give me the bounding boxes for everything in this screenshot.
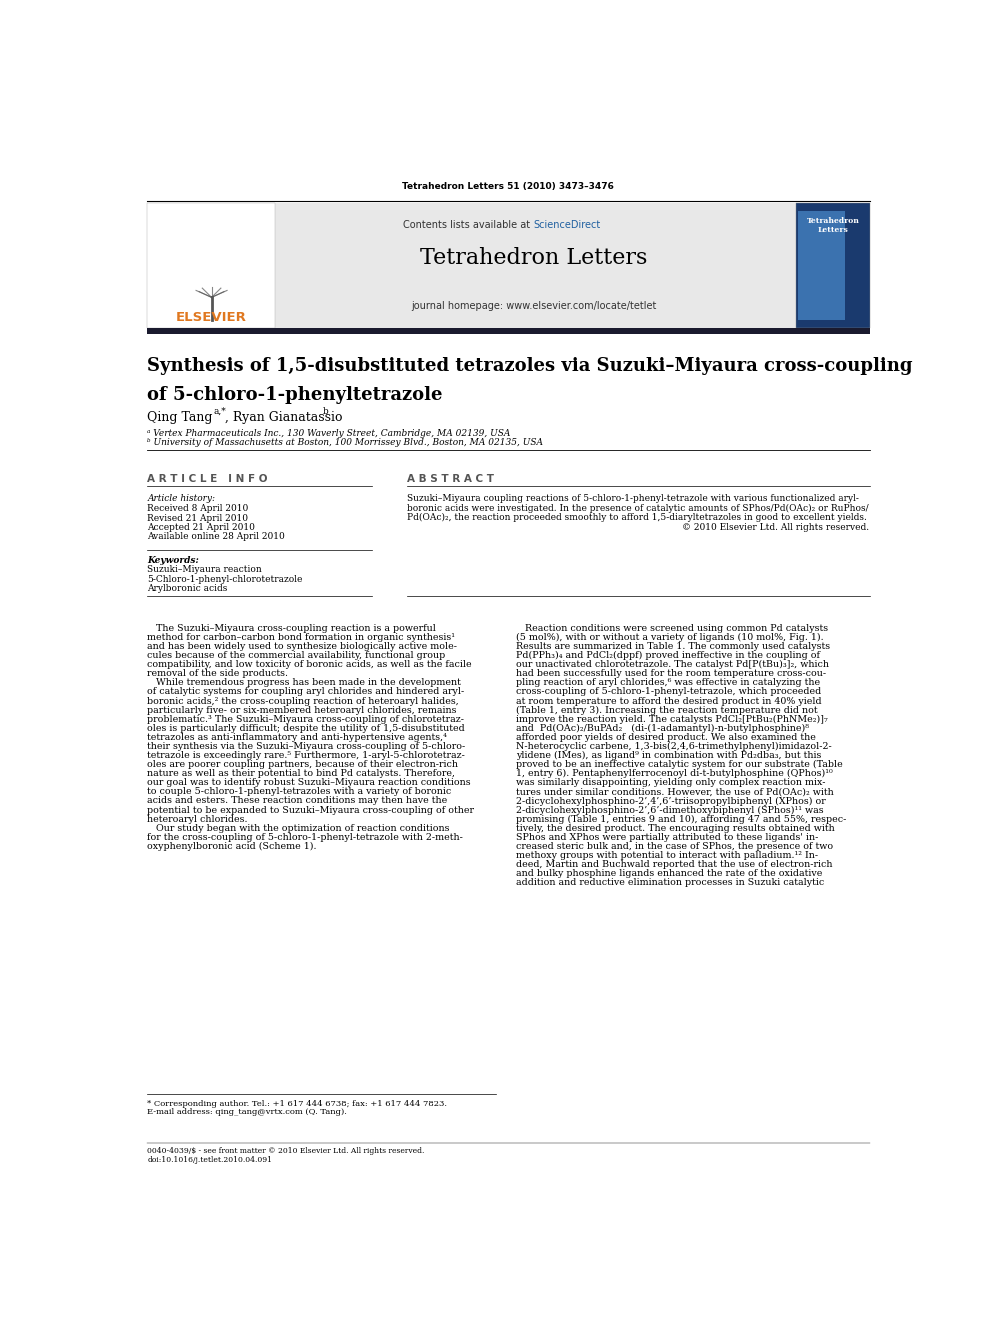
Text: problematic.³ The Suzuki–Miyaura cross-coupling of chlorotetraz-: problematic.³ The Suzuki–Miyaura cross-c… [147,714,464,724]
Text: Arylboronic acids: Arylboronic acids [147,583,227,593]
Text: removal of the side products.: removal of the side products. [147,669,289,679]
Text: tetrazoles as anti-inflammatory and anti-hypertensive agents,⁴: tetrazoles as anti-inflammatory and anti… [147,733,447,742]
Text: doi:10.1016/j.tetlet.2010.04.091: doi:10.1016/j.tetlet.2010.04.091 [147,1156,272,1164]
Text: pling reaction of aryl chlorides,⁶ was effective in catalyzing the: pling reaction of aryl chlorides,⁶ was e… [516,679,820,688]
Text: journal homepage: www.elsevier.com/locate/tetlet: journal homepage: www.elsevier.com/locat… [411,302,657,311]
Bar [147,328,870,335]
Text: 2-dicyclohexylphosphino-2’,4’,6’-triisopropylbiphenyl (XPhos) or: 2-dicyclohexylphosphino-2’,4’,6’-triisop… [516,796,826,806]
Text: Synthesis of 1,5-disubstituted tetrazoles via Suzuki–Miyaura cross-coupling: Synthesis of 1,5-disubstituted tetrazole… [147,357,913,376]
Text: ylidene (IMes), as ligand⁹ in combination with Pd₂dba₃, but this: ylidene (IMes), as ligand⁹ in combinatio… [516,751,821,761]
Text: heteroaryl chlorides.: heteroaryl chlorides. [147,815,248,824]
Text: Tetrahedron
Letters: Tetrahedron Letters [806,217,859,234]
Bar [799,212,845,320]
Text: promising (Table 1, entries 9 and 10), affording 47 and 55%, respec-: promising (Table 1, entries 9 and 10), a… [516,815,846,824]
Text: afforded poor yields of desired product. We also examined the: afforded poor yields of desired product.… [516,733,816,742]
Text: SPhos and XPhos were partially attributed to these ligands' in-: SPhos and XPhos were partially attribute… [516,832,818,841]
Text: A B S T R A C T: A B S T R A C T [407,475,494,484]
Text: Qing Tang: Qing Tang [147,411,212,425]
Text: of catalytic systems for coupling aryl chlorides and hindered aryl-: of catalytic systems for coupling aryl c… [147,688,464,696]
Bar [147,204,275,328]
Text: Results are summarized in Table 1. The commonly used catalysts: Results are summarized in Table 1. The c… [516,642,830,651]
Text: ScienceDirect: ScienceDirect [534,221,601,230]
Text: cross-coupling of 5-chloro-1-phenyl-tetrazole, which proceeded: cross-coupling of 5-chloro-1-phenyl-tetr… [516,688,821,696]
Bar [796,204,870,328]
Text: oles are poorer coupling partners, because of their electron-rich: oles are poorer coupling partners, becau… [147,761,458,769]
Text: 5-Chloro-1-phenyl-chlorotetrazole: 5-Chloro-1-phenyl-chlorotetrazole [147,574,303,583]
Text: (5 mol%), with or without a variety of ligands (10 mol%, Fig. 1).: (5 mol%), with or without a variety of l… [516,632,823,642]
Text: Keywords:: Keywords: [147,556,199,565]
Text: methoxy groups with potential to interact with palladium.¹² In-: methoxy groups with potential to interac… [516,851,818,860]
Text: Tetrahedron Letters: Tetrahedron Letters [420,247,647,270]
Text: A R T I C L E   I N F O: A R T I C L E I N F O [147,475,268,484]
Text: Accepted 21 April 2010: Accepted 21 April 2010 [147,523,255,532]
Text: boronic acids,² the cross-coupling reaction of heteroaryl halides,: boronic acids,² the cross-coupling react… [147,696,459,705]
Text: boronic acids were investigated. In the presence of catalytic amounts of SPhos/P: boronic acids were investigated. In the … [407,504,869,513]
Bar [147,204,870,328]
Text: Revised 21 April 2010: Revised 21 April 2010 [147,513,248,523]
Text: tures under similar conditions. However, the use of Pd(OAc)₂ with: tures under similar conditions. However,… [516,787,834,796]
Text: method for carbon–carbon bond formation in organic synthesis¹: method for carbon–carbon bond formation … [147,632,455,642]
Text: to couple 5-chloro-1-phenyl-tetrazoles with a variety of boronic: to couple 5-chloro-1-phenyl-tetrazoles w… [147,787,451,796]
Text: Contents lists available at: Contents lists available at [404,221,534,230]
Text: nature as well as their potential to bind Pd catalysts. Therefore,: nature as well as their potential to bin… [147,769,455,778]
Text: acids and esters. These reaction conditions may then have the: acids and esters. These reaction conditi… [147,796,447,806]
Text: for the cross-coupling of 5-chloro-1-phenyl-tetrazole with 2-meth-: for the cross-coupling of 5-chloro-1-phe… [147,832,463,841]
Text: ᵇ University of Massachusetts at Boston, 100 Morrissey Blvd., Boston, MA 02135, : ᵇ University of Massachusetts at Boston,… [147,438,544,447]
Text: Available online 28 April 2010: Available online 28 April 2010 [147,532,285,541]
Text: and has been widely used to synthesize biologically active mole-: and has been widely used to synthesize b… [147,642,457,651]
Text: Suzuki–Miyaura coupling reactions of 5-chloro-1-phenyl-tetrazole with various fu: Suzuki–Miyaura coupling reactions of 5-c… [407,495,859,504]
Text: oxyphenylboronic acid (Scheme 1).: oxyphenylboronic acid (Scheme 1). [147,841,316,851]
Text: proved to be an ineffective catalytic system for our substrate (Table: proved to be an ineffective catalytic sy… [516,761,843,769]
Text: was similarly disappointing, yielding only complex reaction mix-: was similarly disappointing, yielding on… [516,778,825,787]
Text: had been successfully used for the room temperature cross-cou-: had been successfully used for the room … [516,669,826,679]
Text: deed, Martin and Buchwald reported that the use of electron-rich: deed, Martin and Buchwald reported that … [516,860,832,869]
Text: While tremendous progress has been made in the development: While tremendous progress has been made … [147,679,461,688]
Text: 2-dicyclohexylphosphino-2’,6’-dimethoxybiphenyl (SPhos)¹¹ was: 2-dicyclohexylphosphino-2’,6’-dimethoxyb… [516,806,823,815]
Text: oles is particularly difficult; despite the utility of 1,5-disubstituted: oles is particularly difficult; despite … [147,724,465,733]
Text: Pd(PPh₃)₄ and PdCl₂(dppf) proved ineffective in the coupling of: Pd(PPh₃)₄ and PdCl₂(dppf) proved ineffec… [516,651,820,660]
Text: tively, the desired product. The encouraging results obtained with: tively, the desired product. The encoura… [516,824,835,832]
Text: , Ryan Gianatassio: , Ryan Gianatassio [225,411,346,425]
Text: our unactivated chlorotetrazole. The catalyst Pd[P(tBu)₃]₂, which: our unactivated chlorotetrazole. The cat… [516,660,829,669]
Text: addition and reductive elimination processes in Suzuki catalytic: addition and reductive elimination proce… [516,878,824,888]
Text: of 5-chloro-1-phenyltetrazole: of 5-chloro-1-phenyltetrazole [147,386,442,404]
Text: particularly five- or six-membered heteroaryl chlorides, remains: particularly five- or six-membered heter… [147,705,456,714]
Text: ᵃ Vertex Pharmaceuticals Inc., 130 Waverly Street, Cambridge, MA 02139, USA: ᵃ Vertex Pharmaceuticals Inc., 130 Waver… [147,429,511,438]
Text: our goal was to identify robust Suzuki–Miyaura reaction conditions: our goal was to identify robust Suzuki–M… [147,778,471,787]
Text: The Suzuki–Miyaura cross-coupling reaction is a powerful: The Suzuki–Miyaura cross-coupling reacti… [147,624,436,632]
Text: 0040-4039/$ - see front matter © 2010 Elsevier Ltd. All rights reserved.: 0040-4039/$ - see front matter © 2010 El… [147,1147,425,1155]
Text: Received 8 April 2010: Received 8 April 2010 [147,504,249,513]
Text: E-mail address: qing_tang@vrtx.com (Q. Tang).: E-mail address: qing_tang@vrtx.com (Q. T… [147,1109,347,1117]
Text: b: b [323,406,329,415]
Text: cules because of the commercial availability, functional group: cules because of the commercial availabi… [147,651,445,660]
Text: N-heterocyclic carbene, 1,3-bis(2,4,6-trimethylphenyl)imidazol-2-: N-heterocyclic carbene, 1,3-bis(2,4,6-tr… [516,742,832,751]
Text: and  Pd(OAc)₂/BuPAd₂   (di-(1-adamantyl)-n-butylphosphine)⁸: and Pd(OAc)₂/BuPAd₂ (di-(1-adamantyl)-n-… [516,724,809,733]
Text: and bulky phosphine ligands enhanced the rate of the oxidative: and bulky phosphine ligands enhanced the… [516,869,822,878]
Text: improve the reaction yield. The catalysts PdCl₂[PtBu₂(PhNMe₂)]₇: improve the reaction yield. The catalyst… [516,714,828,724]
Text: potential to be expanded to Suzuki–Miyaura cross-coupling of other: potential to be expanded to Suzuki–Miyau… [147,806,474,815]
Text: at room temperature to afford the desired product in 40% yield: at room temperature to afford the desire… [516,696,821,705]
Text: creased steric bulk and, in the case of SPhos, the presence of two: creased steric bulk and, in the case of … [516,841,833,851]
Text: (Table 1, entry 3). Increasing the reaction temperature did not: (Table 1, entry 3). Increasing the react… [516,705,817,714]
Text: Our study began with the optimization of reaction conditions: Our study began with the optimization of… [147,824,449,832]
Text: Pd(OAc)₂, the reaction proceeded smoothly to afford 1,5-diaryltetrazoles in good: Pd(OAc)₂, the reaction proceeded smoothl… [407,513,867,523]
Text: * Corresponding author. Tel.: +1 617 444 6738; fax: +1 617 444 7823.: * Corresponding author. Tel.: +1 617 444… [147,1099,447,1107]
Text: ELSEVIER: ELSEVIER [177,311,247,324]
Text: tetrazole is exceedingly rare.⁵ Furthermore, 1-aryl-5-chlorotetraz-: tetrazole is exceedingly rare.⁵ Furtherm… [147,751,465,759]
Text: Reaction conditions were screened using common Pd catalysts: Reaction conditions were screened using … [516,624,828,632]
Text: Tetrahedron Letters 51 (2010) 3473–3476: Tetrahedron Letters 51 (2010) 3473–3476 [403,181,614,191]
Text: 1, entry 6). Pentaphenylferrocenoyl di-t-butylphosphine (QPhos)¹⁰: 1, entry 6). Pentaphenylferrocenoyl di-t… [516,769,833,778]
Text: Article history:: Article history: [147,495,215,504]
Text: Suzuki–Miyaura reaction: Suzuki–Miyaura reaction [147,565,262,574]
Text: a,*: a,* [214,406,226,415]
Text: compatibility, and low toxicity of boronic acids, as well as the facile: compatibility, and low toxicity of boron… [147,660,472,669]
Text: their synthesis via the Suzuki–Miyaura cross-coupling of 5-chloro-: their synthesis via the Suzuki–Miyaura c… [147,742,465,751]
Text: © 2010 Elsevier Ltd. All rights reserved.: © 2010 Elsevier Ltd. All rights reserved… [682,523,870,532]
